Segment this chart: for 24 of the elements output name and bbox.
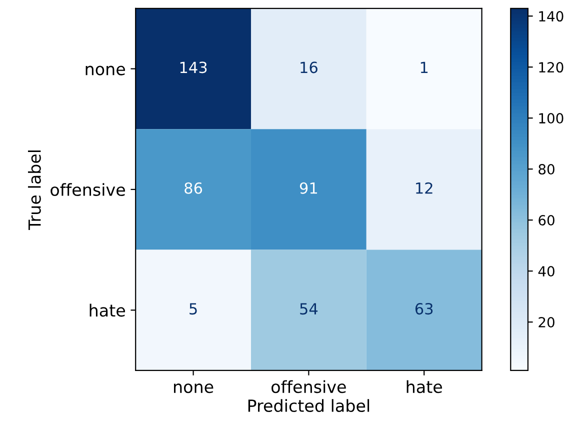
x-tick-label: hate (406, 380, 442, 394)
data-label: 63 (415, 303, 433, 315)
x-tick-label: offensive (272, 380, 346, 394)
data-label: 16 (300, 62, 318, 74)
data-label: 5 (190, 303, 197, 315)
data-label: 54 (300, 303, 318, 315)
y-tick-label: offensive (50, 183, 125, 196)
color-bar-label: 80 (538, 164, 554, 175)
data-label: 143 (180, 62, 207, 74)
y-axis-title: True label (28, 150, 41, 230)
data-label: 1 (420, 62, 428, 73)
data-label: 86 (184, 182, 202, 194)
color-bar-label: 100 (539, 113, 564, 124)
x-axis-title: Predicted label (248, 399, 370, 412)
color-bar-label: 60 (538, 215, 554, 226)
data-label: 12 (416, 182, 432, 194)
y-tick-label: none (86, 66, 125, 76)
color-bar-label: 120 (539, 62, 564, 73)
color-bar-label: 20 (538, 317, 554, 328)
y-tick-label: hate (90, 304, 125, 317)
x-tick-label: none (174, 384, 214, 394)
color-bar-label: 40 (538, 266, 554, 277)
data-label: 91 (300, 182, 318, 194)
color-bar-label: 140 (539, 11, 564, 22)
